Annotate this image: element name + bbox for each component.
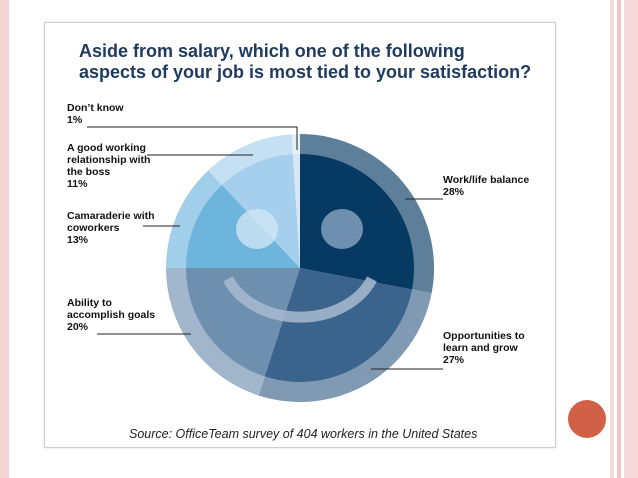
chart-title-line-2: aspects of your job is most tied to your…	[79, 62, 532, 82]
pie-chart: Work/life balance 28% Opportunities to lear…	[67, 102, 529, 402]
pie-slice-1	[264, 268, 412, 382]
slice-label-4-line-3: 11%	[67, 178, 88, 190]
pie-slice-2	[186, 268, 300, 377]
slice-label-1-line-1: learn and grow	[443, 342, 519, 354]
slice-label-0-line-0: Work/life balance	[443, 174, 529, 186]
slice-label-3: Camaraderie with coworkers 13%	[67, 210, 155, 246]
slice-label-3-line-2: 13%	[67, 234, 89, 246]
right-stripe	[610, 0, 638, 478]
slice-label-1-line-0: Opportunities to	[443, 330, 525, 342]
slice-label-0: Work/life balance 28%	[443, 174, 529, 198]
smiley-right-eye	[321, 209, 363, 249]
pie-slice-5	[292, 154, 300, 268]
chart-title-line-1: Aside from salary, which one of the foll…	[79, 41, 465, 61]
slice-label-3-line-1: coworkers	[67, 222, 120, 234]
slice-label-2-line-0: Ability to	[67, 297, 112, 309]
slice-label-4-line-2: the boss	[67, 166, 110, 178]
smiley-left-eye	[236, 209, 278, 249]
left-stripe	[0, 0, 9, 478]
slice-label-0-line-1: 28%	[443, 186, 465, 198]
slice-label-3-line-0: Camaraderie with	[67, 210, 155, 222]
smiley-mouth	[223, 276, 377, 323]
slice-label-4-line-1: relationship with	[67, 154, 150, 166]
slice-label-5-line-1: 1%	[67, 114, 83, 126]
slice-label-5-line-0: Don’t know	[67, 102, 124, 114]
chart-source: Source: OfficeTeam survey of 404 workers…	[129, 427, 478, 441]
chart-card: Aside from salary, which one of the foll…	[44, 22, 556, 448]
chart-title: Aside from salary, which one of the foll…	[79, 41, 539, 83]
slice-label-4: A good working relationship with the boss 1…	[67, 142, 150, 190]
slice-label-1: Opportunities to learn and grow 27%	[443, 330, 525, 366]
slice-label-1-line-2: 27%	[443, 354, 465, 366]
slice-label-4-line-0: A good working	[67, 142, 146, 154]
slice-label-2-line-1: accomplish goals	[67, 309, 155, 321]
slice-label-2: Ability to accomplish goals 20%	[67, 297, 155, 333]
leader-line-5	[87, 126, 298, 150]
slice-label-2-line-2: 20%	[67, 321, 89, 333]
slice-label-5: Don’t know 1%	[67, 102, 124, 126]
accent-circle	[568, 400, 606, 438]
